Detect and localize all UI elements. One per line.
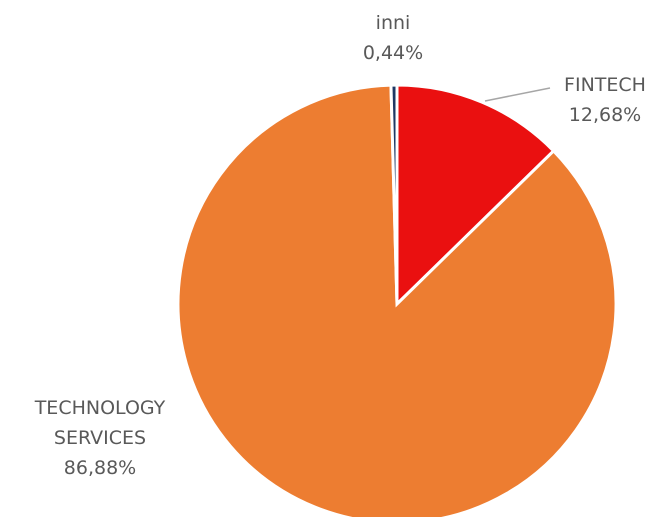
category-label: FINTECH xyxy=(564,74,646,96)
pie-slice xyxy=(395,83,556,308)
value-label: 0,44% xyxy=(362,42,424,64)
category-label: inni xyxy=(375,12,411,34)
value-label: 12,68% xyxy=(568,104,642,126)
leader-line xyxy=(484,87,551,102)
pie-slice xyxy=(176,83,618,517)
value-label: 86,88% xyxy=(63,457,137,479)
slice-label: TECHNOLOGY SERVICES 86,88% xyxy=(5,393,195,483)
pie-slice xyxy=(389,83,399,305)
slice-label: FINTECH 12,68% xyxy=(545,70,665,130)
category-label: TECHNOLOGY SERVICES xyxy=(34,397,166,449)
slice-label: inni 0,44% xyxy=(333,8,453,68)
